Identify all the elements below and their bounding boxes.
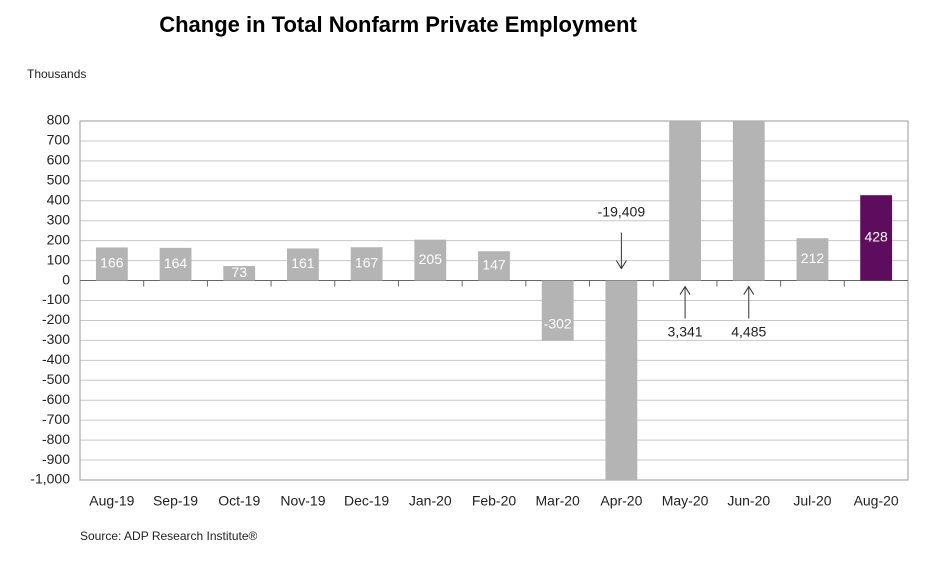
y-tick-label: 700 [47, 132, 71, 148]
data-label: 164 [164, 255, 188, 271]
bar [287, 248, 319, 281]
y-tick-label: -500 [42, 371, 70, 387]
data-label: 167 [355, 255, 379, 271]
data-label: 147 [482, 257, 506, 273]
y-tick-label: 300 [47, 211, 71, 227]
bar [541, 280, 574, 341]
y-tick-label: 400 [47, 191, 71, 207]
y-tick-label: 0 [62, 271, 70, 287]
data-label: 4,485 [731, 323, 766, 339]
bar [95, 247, 128, 281]
bar [414, 239, 447, 281]
y-tick-label: -900 [42, 451, 70, 467]
y-tick-label: -700 [42, 411, 70, 427]
data-label: 428 [864, 229, 888, 245]
y-tick-label: -200 [42, 311, 70, 327]
y-tick-label: -400 [42, 351, 70, 367]
bar [732, 121, 765, 281]
source-note: Source: ADP Research Institute® [80, 529, 258, 543]
x-tick-label: Oct-19 [218, 493, 260, 509]
callout-arrowhead [743, 285, 755, 295]
bar [223, 265, 256, 281]
y-axis-label: Thousands [27, 67, 86, 81]
bar [605, 280, 638, 480]
x-tick-label: Jul-20 [793, 493, 831, 509]
chart-title: Change in Total Nonfarm Private Employme… [159, 12, 637, 37]
data-label: 161 [291, 255, 315, 271]
y-tick-label: -100 [42, 291, 70, 307]
data-label: -302 [544, 315, 572, 331]
bar [350, 247, 383, 281]
data-label: -19,409 [598, 203, 646, 219]
x-tick-label: Dec-19 [344, 493, 389, 509]
x-tick-label: Jun-20 [727, 493, 770, 509]
y-tick-label: -300 [42, 331, 70, 347]
y-tick-label: 600 [47, 152, 71, 168]
y-tick-label: 100 [47, 251, 71, 267]
callout-arrowhead [679, 285, 691, 295]
data-label: 205 [419, 251, 443, 267]
bar [159, 247, 192, 281]
x-tick-label: Mar-20 [536, 493, 581, 509]
x-tick-label: Apr-20 [600, 493, 642, 509]
y-tick-label: -600 [42, 391, 70, 407]
y-tick-label: -800 [42, 431, 70, 447]
x-tick-label: Feb-20 [472, 493, 517, 509]
data-label: 3,341 [668, 323, 703, 339]
y-tick-label: 200 [47, 231, 71, 247]
y-tick-label: 800 [47, 112, 71, 128]
data-label: 166 [100, 255, 124, 271]
bar [478, 251, 510, 281]
data-label: 73 [231, 264, 247, 280]
data-label: 212 [801, 250, 825, 266]
x-tick-label: Sep-19 [153, 493, 198, 509]
bar [796, 238, 829, 281]
x-tick-label: Aug-20 [854, 493, 899, 509]
y-tick-label: 500 [47, 172, 71, 188]
x-tick-label: Nov-19 [280, 493, 325, 509]
bar [860, 195, 893, 281]
bar [669, 121, 701, 281]
x-tick-label: Aug-19 [89, 493, 134, 509]
plot-border [79, 120, 909, 481]
x-tick-label: May-20 [662, 493, 709, 509]
y-tick-label: -1,000 [30, 471, 70, 487]
callout-arrowhead [615, 260, 627, 270]
x-tick-label: Jan-20 [409, 493, 452, 509]
